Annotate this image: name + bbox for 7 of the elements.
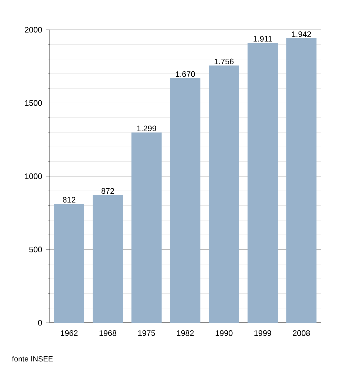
bar [248,43,278,323]
bar [132,132,162,323]
bar [209,66,240,323]
bar [170,78,201,323]
bar [92,195,124,323]
bar [54,204,84,323]
bar [286,38,317,323]
